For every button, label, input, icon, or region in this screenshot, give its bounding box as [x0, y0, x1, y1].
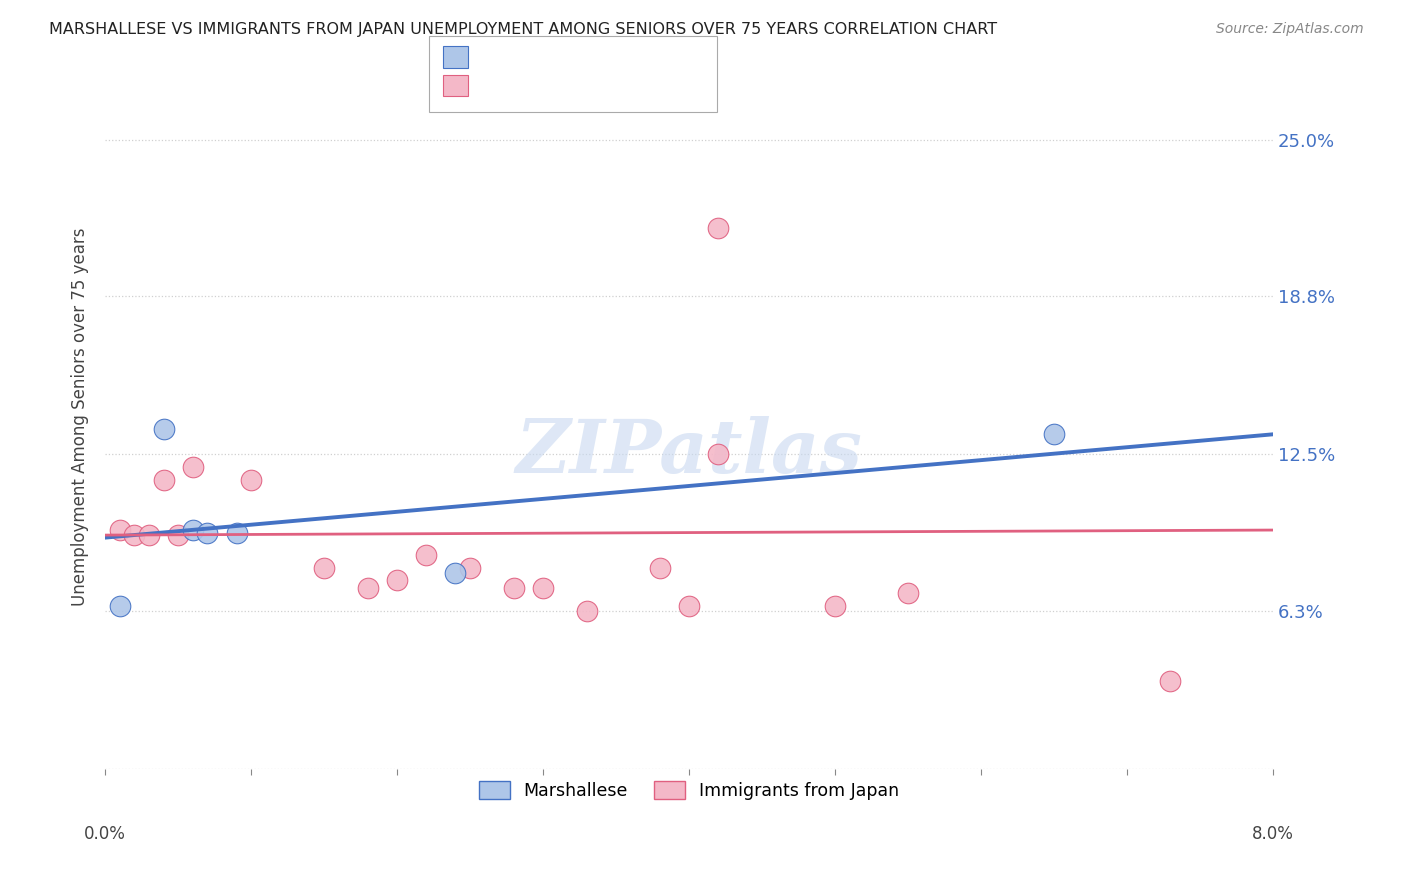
Text: N=: N= — [576, 54, 605, 72]
Point — [707, 220, 730, 235]
Point — [138, 528, 160, 542]
Point — [575, 604, 598, 618]
Point — [385, 574, 408, 588]
Text: 0.0%: 0.0% — [84, 825, 127, 843]
Point — [357, 581, 380, 595]
Y-axis label: Unemployment Among Seniors over 75 years: Unemployment Among Seniors over 75 years — [72, 227, 89, 606]
Legend: Marshallese, Immigrants from Japan: Marshallese, Immigrants from Japan — [471, 774, 907, 806]
Text: R =: R = — [478, 83, 516, 101]
Point — [225, 525, 247, 540]
Point — [458, 561, 481, 575]
Text: ZIPatlas: ZIPatlas — [516, 416, 862, 488]
Point — [152, 422, 174, 436]
Point — [152, 473, 174, 487]
Point — [678, 599, 700, 613]
Point — [124, 528, 146, 542]
Point — [181, 460, 204, 475]
Text: 8.0%: 8.0% — [1251, 825, 1294, 843]
Text: 0.433: 0.433 — [515, 54, 569, 72]
Point — [240, 473, 263, 487]
Point — [1042, 427, 1064, 442]
Point — [181, 523, 204, 537]
Point — [502, 581, 524, 595]
Point — [707, 448, 730, 462]
Point — [108, 523, 131, 537]
Point — [167, 528, 190, 542]
Text: R =: R = — [478, 54, 516, 72]
Point — [108, 599, 131, 613]
Text: MARSHALLESE VS IMMIGRANTS FROM JAPAN UNEMPLOYMENT AMONG SENIORS OVER 75 YEARS CO: MARSHALLESE VS IMMIGRANTS FROM JAPAN UNE… — [49, 22, 997, 37]
Text: N=: N= — [576, 83, 605, 101]
Point — [195, 525, 218, 540]
Point — [648, 561, 671, 575]
Point — [824, 599, 846, 613]
Point — [897, 586, 920, 600]
Point — [531, 581, 554, 595]
Text: 0.005: 0.005 — [515, 83, 569, 101]
Point — [415, 548, 437, 562]
Point — [314, 561, 336, 575]
Point — [444, 566, 467, 580]
Point — [1160, 674, 1182, 689]
Text: Source: ZipAtlas.com: Source: ZipAtlas.com — [1216, 22, 1364, 37]
Text: 20: 20 — [602, 83, 628, 102]
Text: 7: 7 — [602, 54, 620, 72]
